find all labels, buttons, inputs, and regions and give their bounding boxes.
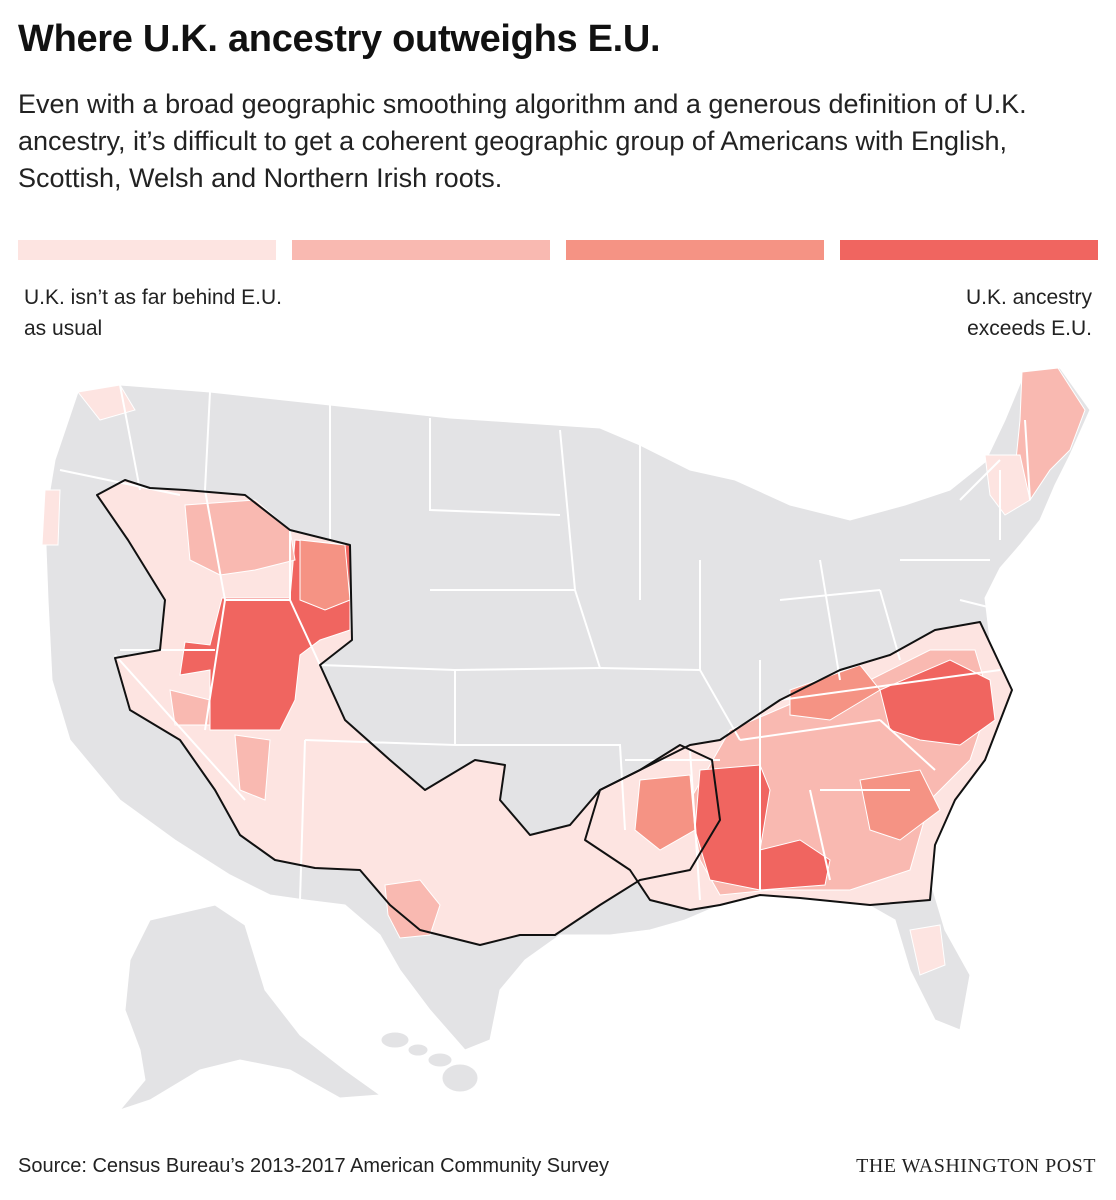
texas-pocket-medium <box>384 879 441 939</box>
legend-swatch-3 <box>566 240 824 260</box>
arizona-medium <box>234 734 271 801</box>
north-carolina-dark <box>879 659 996 746</box>
chart-title: Where U.K. ancestry outweighs E.U. <box>18 18 661 60</box>
new-hampshire-light <box>984 454 1031 516</box>
nevada-medium <box>169 689 211 726</box>
wyoming-medium <box>299 539 351 611</box>
legend-high-label: U.K. ancestry exceeds E.U. <box>965 286 1092 340</box>
legend-swatch-2 <box>292 240 550 260</box>
california-coast-light <box>41 489 61 546</box>
southeast-region-outline <box>584 621 1013 911</box>
south-carolina-medium <box>859 769 941 841</box>
arkansas-medium <box>634 774 696 851</box>
legend-swatch-4 <box>840 240 1098 260</box>
chart-subtitle: Even with a broad geographic smoothing a… <box>18 89 1027 193</box>
legend-swatch-1 <box>18 240 276 260</box>
western-region-outline <box>96 479 721 946</box>
us-map <box>41 367 1091 1112</box>
western-core-medium <box>184 499 296 576</box>
maine-light <box>1014 367 1086 501</box>
florida-light <box>909 924 946 976</box>
publisher-credit: THE WASHINGTON POST <box>856 1155 1096 1177</box>
alaska-shape <box>118 904 382 1112</box>
hawaii-shape <box>380 1031 479 1093</box>
legend-low-label: U.K. isn’t as far behind E.U. as usual <box>24 286 282 340</box>
source-note: Source: Census Bureau’s 2013-2017 Americ… <box>18 1155 610 1177</box>
state-borders <box>59 384 1031 901</box>
mississippi-alabama-dark <box>694 764 831 891</box>
